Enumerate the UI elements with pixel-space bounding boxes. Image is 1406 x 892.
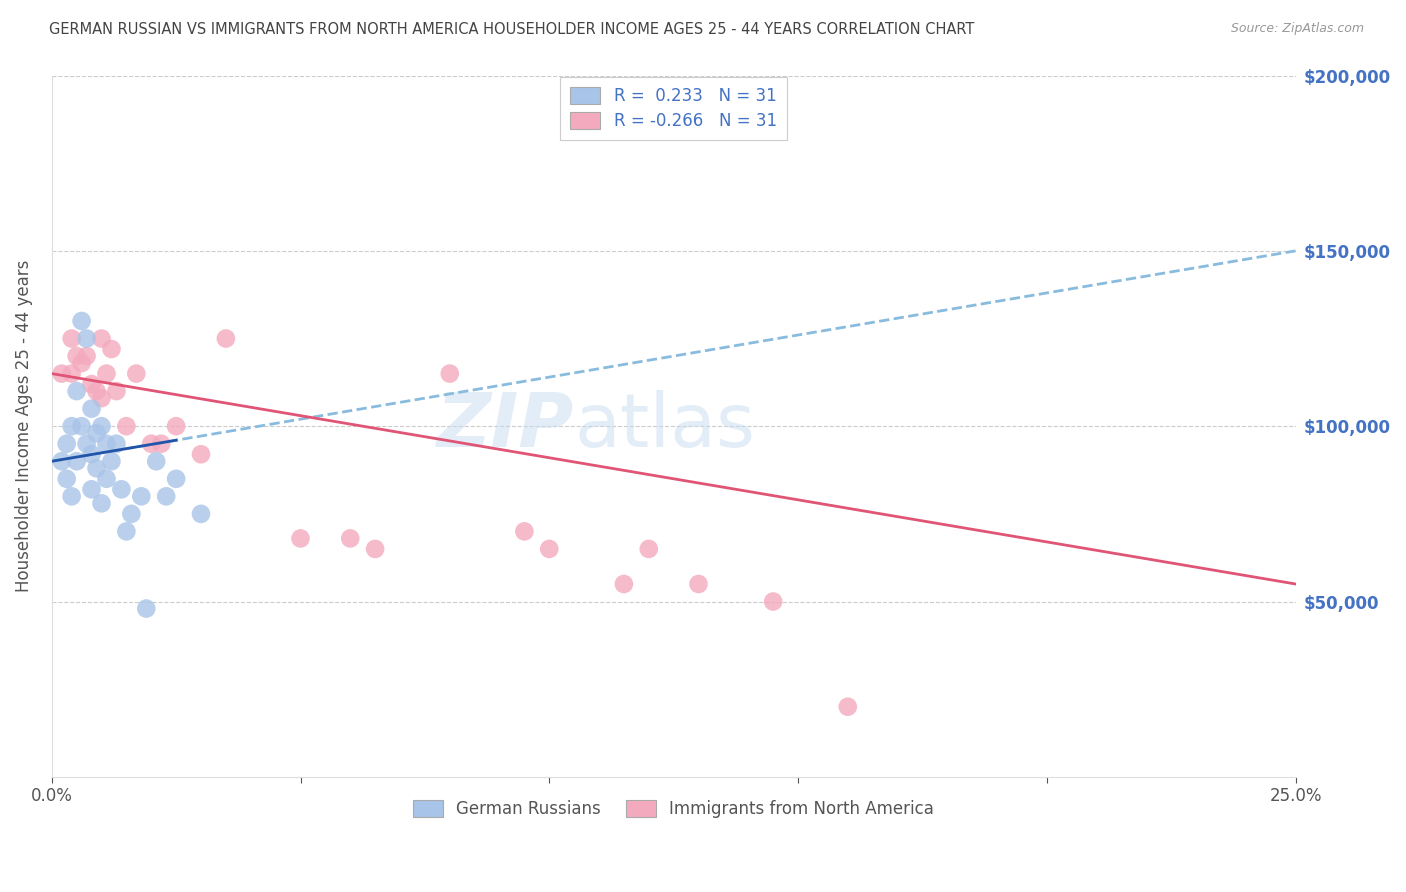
Point: [155, 489, 177, 503]
Point: [141, 436, 163, 450]
Point: [86, 426, 108, 441]
Point: [90, 332, 112, 346]
Point: [190, 447, 212, 461]
Point: [70, 314, 93, 328]
Point: [90, 391, 112, 405]
Point: [90, 496, 112, 510]
Point: [637, 541, 659, 556]
Point: [76, 349, 98, 363]
Text: GERMAN RUSSIAN VS IMMIGRANTS FROM NORTH AMERICA HOUSEHOLDER INCOME AGES 25 - 44 : GERMAN RUSSIAN VS IMMIGRANTS FROM NORTH …: [49, 22, 974, 37]
Point: [105, 436, 128, 450]
Point: [105, 384, 128, 398]
Point: [115, 419, 138, 434]
Point: [51, 367, 73, 381]
Point: [70, 356, 93, 370]
Point: [65, 349, 87, 363]
Point: [125, 367, 148, 381]
Point: [120, 507, 142, 521]
Point: [439, 367, 461, 381]
Point: [51, 454, 73, 468]
Text: ZIP: ZIP: [437, 390, 574, 463]
Point: [60, 332, 83, 346]
Point: [60, 489, 83, 503]
Point: [115, 524, 138, 539]
Point: [100, 454, 122, 468]
Point: [60, 419, 83, 434]
Point: [76, 332, 98, 346]
Point: [96, 472, 118, 486]
Point: [165, 419, 187, 434]
Point: [60, 367, 83, 381]
Point: [190, 507, 212, 521]
Point: [150, 436, 173, 450]
Point: [55, 472, 77, 486]
Point: [96, 436, 118, 450]
Y-axis label: Householder Income Ages 25 - 44 years: Householder Income Ages 25 - 44 years: [15, 260, 32, 592]
Point: [90, 419, 112, 434]
Point: [762, 594, 785, 608]
Point: [86, 461, 108, 475]
Point: [339, 532, 361, 546]
Point: [80, 447, 103, 461]
Point: [65, 454, 87, 468]
Point: [135, 601, 157, 615]
Point: [76, 436, 98, 450]
Text: atlas: atlas: [574, 390, 755, 463]
Text: Source: ZipAtlas.com: Source: ZipAtlas.com: [1230, 22, 1364, 36]
Point: [613, 577, 636, 591]
Point: [100, 342, 122, 356]
Point: [70, 419, 93, 434]
Point: [165, 472, 187, 486]
Point: [86, 384, 108, 398]
Point: [80, 401, 103, 416]
Point: [215, 332, 238, 346]
Point: [65, 384, 87, 398]
Point: [110, 483, 132, 497]
Legend: German Russians, Immigrants from North America: German Russians, Immigrants from North A…: [406, 793, 941, 824]
Point: [290, 532, 312, 546]
Point: [129, 489, 153, 503]
Point: [80, 483, 103, 497]
Point: [688, 577, 710, 591]
Point: [96, 367, 118, 381]
Point: [55, 436, 77, 450]
Point: [80, 377, 103, 392]
Point: [837, 699, 859, 714]
Point: [513, 524, 536, 539]
Point: [364, 541, 387, 556]
Point: [538, 541, 561, 556]
Point: [145, 454, 167, 468]
